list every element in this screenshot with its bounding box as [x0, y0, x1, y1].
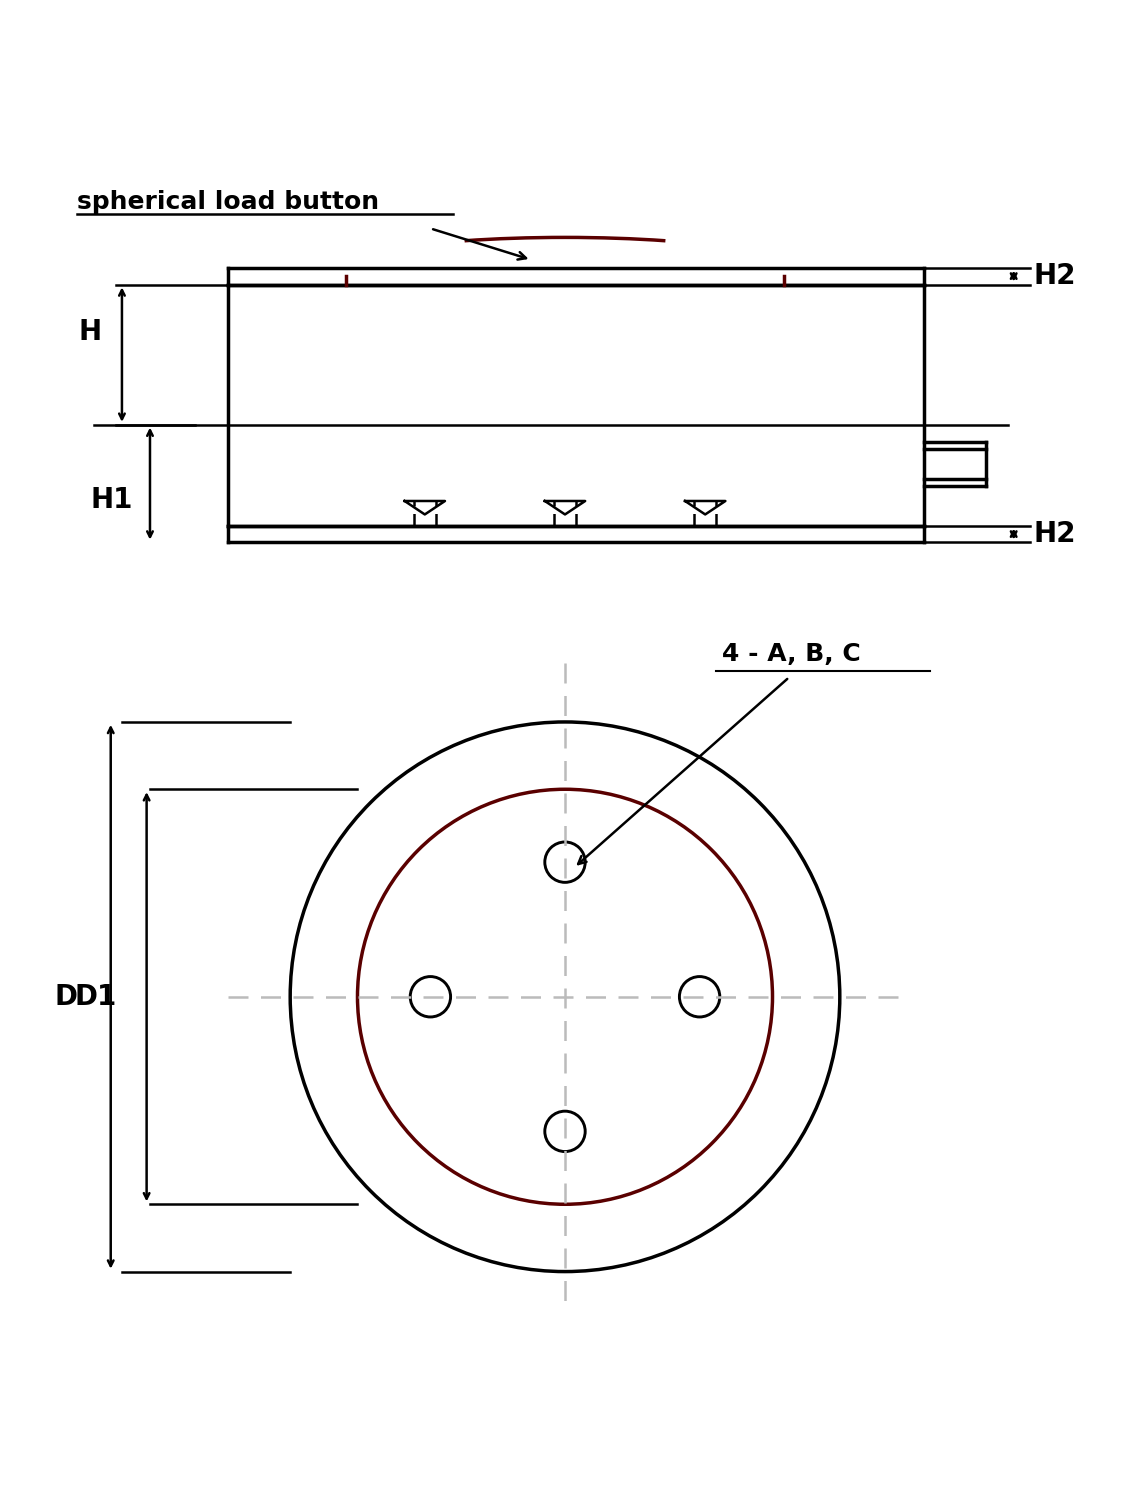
Text: H2: H2	[1034, 520, 1077, 548]
Text: D1: D1	[75, 982, 116, 1011]
Text: D: D	[54, 982, 77, 1011]
Text: H1: H1	[90, 486, 133, 514]
Text: H: H	[79, 318, 102, 346]
Text: spherical load button: spherical load button	[77, 190, 380, 214]
Text: H2: H2	[1034, 262, 1077, 290]
Text: 4 - A, B, C: 4 - A, B, C	[722, 642, 861, 666]
